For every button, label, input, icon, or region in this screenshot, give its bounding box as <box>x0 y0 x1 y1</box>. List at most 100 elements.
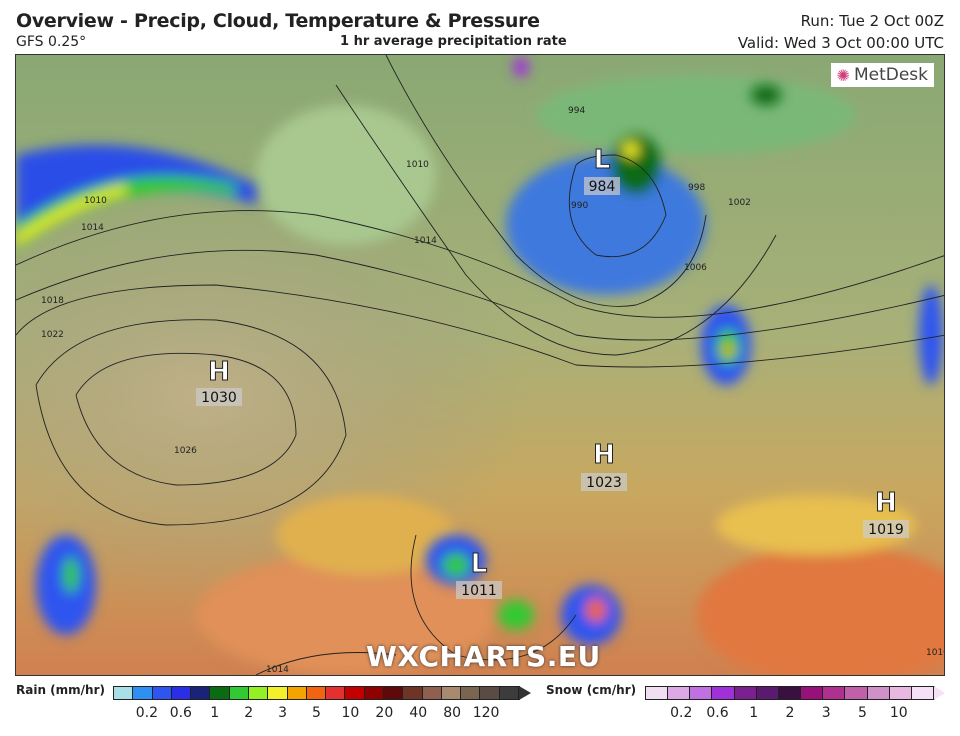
isobar-label: 1018 <box>41 296 64 306</box>
isobar-label: 990 <box>571 201 588 211</box>
isobar-label: 1002 <box>728 198 751 208</box>
rain-tick-label: 20 <box>375 705 394 721</box>
snow-color-swatch <box>867 687 890 699</box>
temperature-shading <box>196 75 944 675</box>
snow-color-swatch <box>778 687 802 699</box>
weather-map: 1010 1014 1018 1022 1026 1006 1002 990 9… <box>15 54 945 676</box>
snow-tick-label: 10 <box>889 705 908 721</box>
svg-text:1019: 1019 <box>868 522 904 538</box>
isobar-label: 994 <box>568 106 585 116</box>
rain-color-swatch <box>133 687 153 699</box>
snow-colorbar <box>645 686 935 700</box>
rain-tick-label: 80 <box>443 705 462 721</box>
snow-color-swatch <box>690 687 713 699</box>
rain-tick-label: 3 <box>278 705 288 721</box>
rain-colorbar <box>113 686 520 700</box>
valid-time: Valid: Wed 3 Oct 00:00 UTC <box>737 34 944 52</box>
rain-color-swatch <box>114 687 134 699</box>
watermark: WXCHARTS.EU <box>366 640 601 673</box>
svg-text:L: L <box>471 549 488 579</box>
map-canvas: 1010 1014 1018 1022 1026 1006 1002 990 9… <box>16 55 945 675</box>
pressure-centers: H 1030 H 1023 H 1019 L 984 L <box>196 145 909 599</box>
snow-tick-label: 0.2 <box>670 705 693 721</box>
low-pressure-center: L 1011 <box>456 549 502 599</box>
snow-color-swatch <box>646 687 669 699</box>
rain-color-swatch <box>306 687 327 699</box>
rain-tick-label: 1 <box>210 705 220 721</box>
isobar-label: 1010 <box>406 160 429 170</box>
snow-tick-label: 2 <box>785 705 795 721</box>
snow-tick-label: 1 <box>749 705 759 721</box>
metdesk-logo-icon: ✺ <box>836 65 850 85</box>
snow-color-swatch <box>845 687 868 699</box>
isobar-label: 1022 <box>41 330 64 340</box>
isobar-label: 1014 <box>81 223 104 233</box>
rain-legend-label: Rain (mm/hr) <box>16 683 105 697</box>
snow-color-swatch <box>801 687 824 699</box>
isobars <box>16 55 944 675</box>
svg-text:H: H <box>208 357 230 387</box>
snow-tick-label: 0.6 <box>706 705 729 721</box>
high-pressure-center: H 1030 <box>196 357 242 406</box>
svg-text:H: H <box>875 488 897 518</box>
snow-color-swatch <box>911 687 935 699</box>
svg-text:1023: 1023 <box>586 475 622 491</box>
isobar-label: 1014 <box>266 665 289 675</box>
rain-color-swatch <box>422 687 442 699</box>
rain-color-swatch <box>268 687 288 699</box>
rain-color-swatch <box>461 687 481 699</box>
rain-tick-label: 120 <box>472 705 500 721</box>
snow-legend-label: Snow (cm/hr) <box>546 683 637 697</box>
svg-text:1030: 1030 <box>201 390 237 406</box>
rain-color-swatch <box>171 687 192 699</box>
snow-color-swatch <box>712 687 735 699</box>
rain-tick-label: 0.2 <box>135 705 159 721</box>
chart-title: Overview - Precip, Cloud, Temperature & … <box>16 10 540 32</box>
rain-color-swatch <box>287 687 307 699</box>
rain-color-swatch <box>480 687 500 699</box>
isobar-labels: 1010 1014 1018 1022 1026 1006 1002 990 9… <box>41 106 945 675</box>
snow-color-swatch <box>668 687 691 699</box>
isobar-label: 1010 <box>926 648 945 658</box>
rain-color-swatch <box>248 687 269 699</box>
rain-colorbar-arrow <box>519 686 531 700</box>
rain-tick-label: 0.6 <box>169 705 192 721</box>
snow-tick-label: 3 <box>821 705 831 721</box>
isobar-label: 998 <box>688 183 705 193</box>
snow-color-swatch <box>823 687 846 699</box>
isobar-label: 1026 <box>174 446 197 456</box>
rain-color-swatch <box>383 687 404 699</box>
rain-color-swatch <box>364 687 384 699</box>
svg-text:984: 984 <box>589 179 616 195</box>
rain-color-swatch <box>152 687 172 699</box>
snow-color-swatch <box>756 687 779 699</box>
metdesk-logo: ✺ MetDesk <box>830 63 934 87</box>
precipitation <box>16 57 943 645</box>
rain-color-swatch <box>499 687 519 699</box>
rain-color-swatch <box>326 687 346 699</box>
rain-color-swatch <box>441 687 462 699</box>
isobar-label: 1014 <box>414 236 437 246</box>
subtitle: 1 hr average precipitation rate <box>340 34 567 49</box>
rain-tick-label: 5 <box>312 705 321 721</box>
rain-color-swatch <box>345 687 365 699</box>
isobar-label: 1006 <box>684 263 707 273</box>
rain-tick-label: 2 <box>244 705 254 721</box>
logo-text: MetDesk <box>853 65 928 85</box>
run-time: Run: Tue 2 Oct 00Z <box>800 12 944 30</box>
rain-color-swatch <box>403 687 423 699</box>
model-label: GFS 0.25° <box>16 34 87 50</box>
isobar-label: 1010 <box>84 196 107 206</box>
rain-color-swatch <box>191 687 211 699</box>
high-pressure-center: H 1019 <box>863 488 909 538</box>
snow-colorbar-arrow <box>934 686 945 700</box>
svg-text:1011: 1011 <box>461 583 497 599</box>
snow-tick-label: 5 <box>858 705 867 721</box>
rain-tick-label: 40 <box>409 705 428 721</box>
high-pressure-center: H 1023 <box>581 440 627 491</box>
svg-text:H: H <box>593 440 615 470</box>
rain-color-swatch <box>229 687 249 699</box>
snow-color-swatch <box>889 687 912 699</box>
rain-tick-label: 10 <box>341 705 360 721</box>
low-pressure-center: L 984 <box>584 145 620 195</box>
